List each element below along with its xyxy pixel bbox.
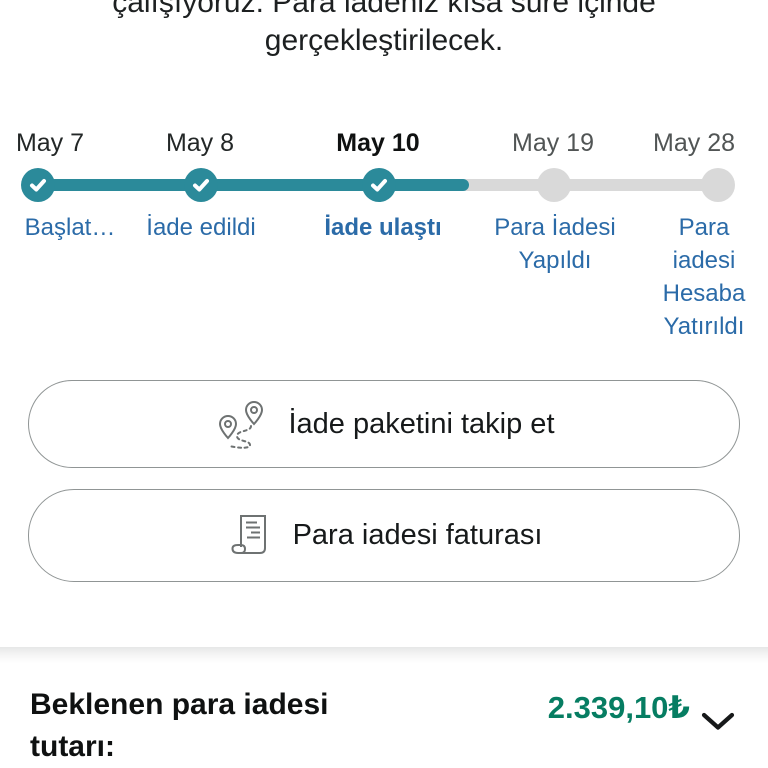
intro-line-2: gerçekleştirilecek.: [264, 24, 504, 57]
refund-invoice-label: Para iadesi faturası: [292, 519, 543, 551]
step-label-started: Başlat…: [24, 214, 116, 241]
step-label-arrived: İade ulaştı: [324, 214, 442, 241]
step-date-4: May 19: [512, 129, 594, 157]
expected-refund-amount: 2.339,10₺: [547, 690, 690, 725]
track-return-package-label: İade paketini takip et: [288, 407, 555, 440]
step-marker-pending-1: [537, 168, 571, 202]
route-map-icon: [219, 400, 264, 449]
step-marker-pending-2: [701, 168, 735, 202]
step-marker-complete-2: [184, 168, 218, 202]
return-progress-tracker: May 7 May 8 May 10 May 19 May 28 Başlat……: [0, 0, 768, 360]
step-date-2: May 8: [165, 129, 235, 157]
progress-fill: [28, 179, 469, 191]
invoice-icon: [231, 514, 266, 554]
step-marker-complete-1: [21, 168, 55, 202]
step-date-3: May 10: [336, 129, 420, 157]
step-label-refund-deposit: Para iadesi Hesaba Yatırıldı: [662, 214, 746, 340]
check-icon: [193, 179, 209, 192]
refund-invoice-button[interactable]: Para iadesi faturası: [28, 489, 740, 582]
check-icon: [371, 179, 387, 192]
step-label-refund-issued: Para İadesi Yapıldı: [494, 214, 616, 274]
expected-refund-label: Beklenen para iadesi tutarı:: [30, 688, 329, 763]
step-date-5: May 28: [653, 129, 735, 157]
step-date-1: May 7: [15, 129, 85, 157]
track-return-package-button[interactable]: İade paketini takip et: [28, 380, 740, 468]
section-divider: [0, 647, 768, 663]
chevron-down-icon[interactable]: [701, 712, 735, 732]
intro-line-1: çalışıyoruz. Para iadeniz kısa süre için…: [112, 0, 656, 19]
step-label-returned: İade edildi: [146, 214, 256, 241]
refund-intro-text: çalışıyoruz. Para iadeniz kısa süre için…: [0, 0, 768, 60]
step-marker-current: [362, 168, 396, 202]
check-icon: [30, 179, 46, 192]
